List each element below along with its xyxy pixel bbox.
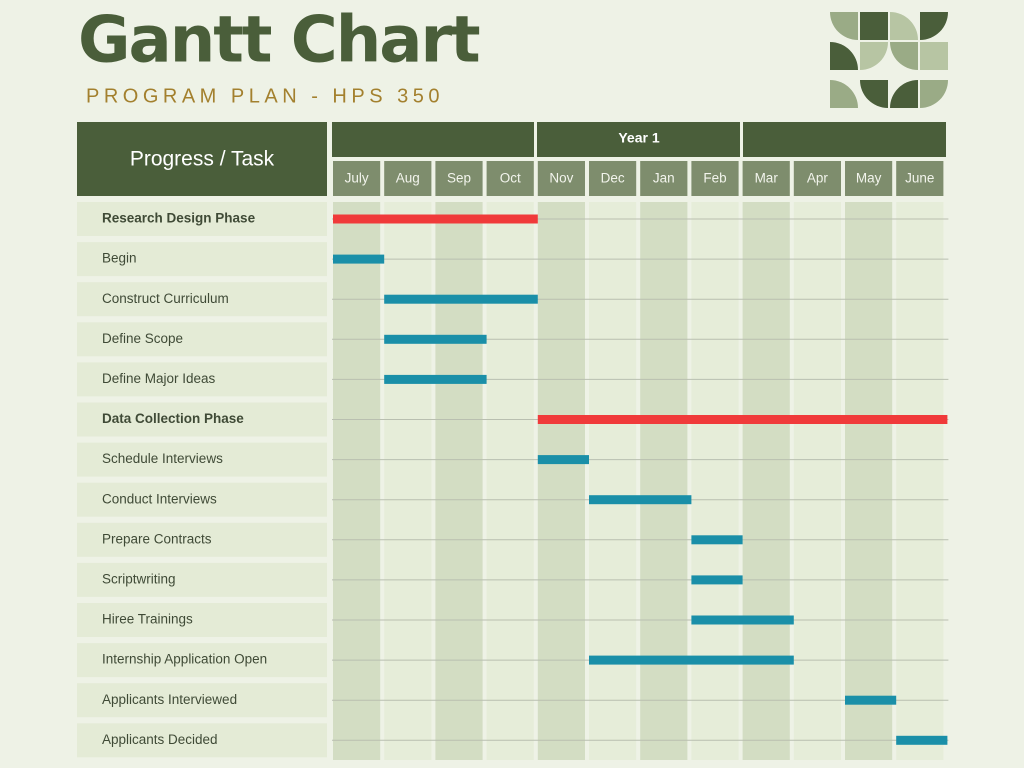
month-header-box (640, 161, 688, 196)
task-label-box (77, 683, 327, 718)
task-label: Construct Curriculum (102, 291, 229, 306)
task-bar (537, 455, 589, 465)
chart-title: Gantt Chart (78, 4, 480, 78)
period-label: Year 1 (618, 130, 659, 146)
task-bar (384, 294, 538, 304)
period-block (537, 122, 740, 157)
task-label-box (77, 723, 327, 758)
month-label: Aug (396, 171, 420, 186)
task-label-box (77, 522, 327, 557)
task-label: Applicants Decided (102, 732, 218, 747)
task-label-box (77, 482, 327, 517)
task-label: Scriptwriting (102, 571, 176, 586)
task-label-box (77, 242, 327, 277)
task-label: Begin (102, 251, 137, 266)
task-label: Define Major Ideas (102, 371, 216, 386)
month-label: June (905, 171, 934, 186)
task-header: Progress / Task (130, 148, 275, 171)
period-block (743, 122, 946, 157)
task-label: Data Collection Phase (102, 411, 244, 426)
month-header-box (896, 161, 944, 196)
month-header-box (589, 161, 637, 196)
task-label: Hiree Trainings (102, 612, 193, 627)
task-label: Conduct Interviews (102, 491, 217, 506)
task-label: Schedule Interviews (102, 451, 223, 466)
month-column (589, 202, 637, 760)
month-header-box (742, 161, 790, 196)
month-label: Apr (807, 171, 829, 186)
period-block (332, 122, 534, 157)
task-label-box (77, 322, 327, 357)
task-bar (589, 655, 794, 665)
month-label: Oct (500, 171, 521, 186)
month-label: Dec (601, 171, 625, 186)
task-label-box (77, 562, 327, 597)
month-header-box (691, 161, 739, 196)
task-bar (896, 735, 948, 745)
month-header-box (384, 161, 432, 196)
month-label: May (856, 171, 882, 186)
month-label: Feb (703, 171, 726, 186)
task-bar (333, 254, 385, 264)
month-header-box (486, 161, 534, 196)
task-bar (384, 334, 487, 344)
month-label: Jan (653, 171, 675, 186)
month-column (640, 202, 688, 760)
task-bar (537, 415, 948, 424)
task-label: Internship Application Open (102, 652, 267, 667)
task-label-box (77, 202, 327, 236)
month-label: Nov (549, 171, 573, 186)
month-label: Sep (447, 171, 471, 186)
month-column (845, 202, 893, 760)
task-bar (384, 374, 487, 384)
month-column (486, 202, 534, 760)
month-column (691, 202, 739, 760)
month-header-box (793, 161, 841, 196)
decor-pattern (830, 12, 948, 108)
month-label: July (345, 171, 369, 186)
task-label: Prepare Contracts (102, 531, 212, 546)
task-label-box (77, 603, 327, 637)
month-header-box (435, 161, 483, 196)
task-label: Define Scope (102, 331, 183, 346)
month-column (435, 202, 483, 760)
task-label: Applicants Interviewed (102, 692, 237, 707)
task-bar (333, 214, 538, 224)
task-bar (691, 535, 743, 545)
month-column (537, 202, 585, 760)
task-bar (691, 575, 743, 585)
month-label: Mar (755, 171, 779, 186)
month-column (793, 202, 841, 760)
month-column (333, 202, 381, 760)
task-bar (589, 495, 692, 505)
month-column (742, 202, 790, 760)
task-label-box (77, 643, 327, 678)
task-bar (691, 615, 794, 625)
task-header-box (77, 122, 327, 196)
task-bar (845, 695, 897, 705)
month-header-box (333, 161, 381, 196)
task-label-box (77, 442, 327, 477)
month-column (384, 202, 432, 760)
chart-subtitle: PROGRAM PLAN - HPS 350 (86, 85, 444, 107)
task-label-box (77, 362, 327, 397)
task-label-box (77, 282, 327, 317)
month-header-box (845, 161, 893, 196)
month-column (896, 202, 944, 760)
month-header-box (537, 161, 585, 196)
task-label-box (77, 402, 327, 437)
task-label: Research Design Phase (102, 211, 256, 226)
